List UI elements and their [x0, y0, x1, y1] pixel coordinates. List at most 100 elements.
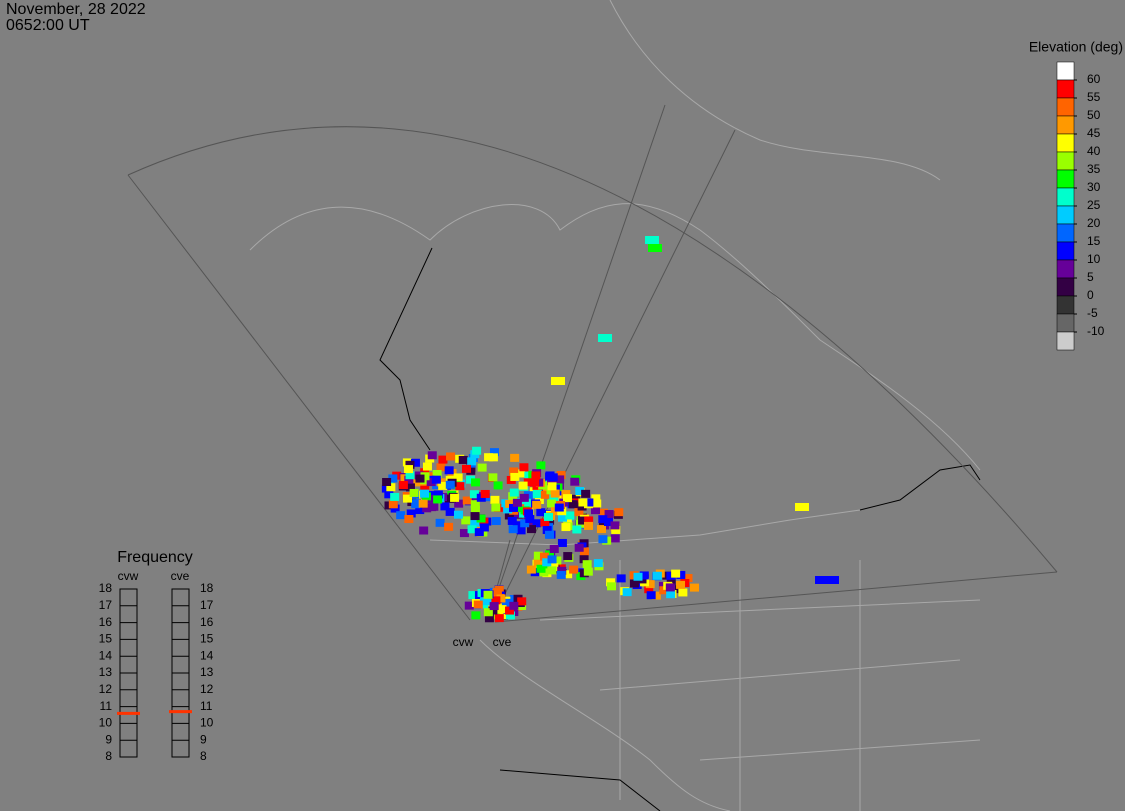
echo-cell [420, 485, 430, 494]
echo-cell [648, 244, 662, 252]
echo-cell [598, 334, 612, 342]
echo-cell [525, 514, 535, 523]
echo-cell [607, 582, 617, 591]
echo-cell [405, 471, 415, 480]
echo-cell [604, 510, 614, 519]
echo-cell [578, 516, 588, 525]
echo-cell [651, 591, 661, 600]
echo-cell [644, 585, 654, 594]
echo-cell [505, 611, 515, 620]
colorbar-swatch [1056, 277, 1075, 297]
echo-cell [523, 478, 533, 487]
echo-cell [614, 508, 624, 517]
echo-cell [540, 518, 550, 527]
echo-cell [404, 475, 414, 484]
echo-cell [591, 494, 601, 503]
echo-cell [555, 475, 565, 484]
echo-cell [488, 473, 498, 482]
frequency-radar-name: cvw [118, 569, 139, 583]
echo-cell [509, 601, 519, 610]
echo-cell [388, 474, 398, 483]
echo-cell [467, 457, 477, 466]
echo-cell [536, 461, 546, 470]
colorbar-label: 15 [1087, 234, 1101, 248]
echo-cell [462, 496, 472, 505]
echo-cell [505, 606, 515, 615]
echo-cell [483, 608, 493, 617]
echo-cell [470, 505, 480, 514]
echo-cell [593, 559, 603, 568]
colorbar-title: Elevation (deg) [1029, 39, 1123, 55]
frequency-tick-label: 12 [200, 682, 214, 696]
echo-cell [501, 598, 511, 607]
echo-cell [420, 472, 430, 481]
echo-cell [492, 587, 502, 596]
colorbar-swatch [1056, 223, 1075, 243]
state-line [539, 560, 981, 811]
echo-cell [459, 529, 469, 538]
echo-cell [532, 490, 542, 499]
echo-cell [666, 590, 676, 599]
echo-cell [505, 499, 515, 508]
colorbar-swatch [1056, 151, 1075, 171]
frequency-tick-label: 16 [99, 615, 113, 629]
echo-cell [652, 571, 662, 580]
echo-cell [579, 547, 589, 556]
echo-cell [591, 506, 601, 515]
echo-cell [611, 525, 621, 534]
echo-cell [548, 473, 558, 482]
echo-cell [549, 494, 559, 503]
echo-cell [676, 570, 686, 579]
echo-cell [382, 477, 392, 486]
echo-cell [518, 481, 528, 490]
echo-cell [544, 530, 554, 539]
echo-cell [561, 490, 571, 499]
frequency-tick-label: 15 [200, 632, 214, 646]
echo-cell [473, 600, 483, 609]
echo-cell [579, 555, 589, 564]
echo-cell [509, 488, 519, 497]
echo-cell [432, 469, 442, 478]
echo-cell [645, 580, 655, 589]
frequency-tick-label: 12 [99, 682, 113, 696]
echo-cell [410, 458, 420, 467]
echo-cell [426, 478, 436, 487]
echo-cell [406, 509, 416, 518]
colorbar-swatch [1056, 133, 1075, 153]
echo-cell [446, 452, 456, 461]
echo-cell [390, 504, 400, 513]
echo-cell [420, 489, 430, 498]
echo-cell [479, 597, 489, 606]
echo-cell [409, 488, 419, 497]
echo-cell [646, 591, 656, 600]
echo-cell [565, 511, 575, 520]
echo-cell [470, 512, 480, 521]
echo-cell [639, 571, 649, 580]
coastline [249, 203, 981, 471]
echo-cell [497, 605, 507, 614]
echo-cell [464, 601, 474, 610]
colorbar-label: 50 [1087, 108, 1101, 122]
colorbar-swatch [1056, 97, 1075, 117]
echo-cell [508, 525, 518, 534]
echo-cell [427, 503, 437, 512]
colorbar-label: 60 [1087, 72, 1101, 86]
echo-cell [516, 526, 526, 535]
echo-cell [474, 528, 484, 537]
state-line [479, 639, 731, 811]
colorbar-swatch [1056, 187, 1075, 207]
echo-cell [453, 473, 463, 482]
echo-cell [469, 518, 479, 527]
colorbar-label: 40 [1087, 144, 1101, 158]
frequency-title: Frequency [117, 549, 193, 566]
echo-cell [592, 499, 602, 508]
frequency-tick-label: 17 [99, 598, 113, 612]
frequency-tick-label: 18 [200, 581, 214, 595]
echo-cell [480, 489, 490, 498]
echo-cell [483, 590, 493, 599]
echo-cell [404, 515, 414, 524]
echo-cell [493, 481, 503, 490]
echo-cell [453, 510, 463, 519]
frequency-tick-label: 17 [200, 598, 214, 612]
echo-cell [598, 508, 608, 517]
